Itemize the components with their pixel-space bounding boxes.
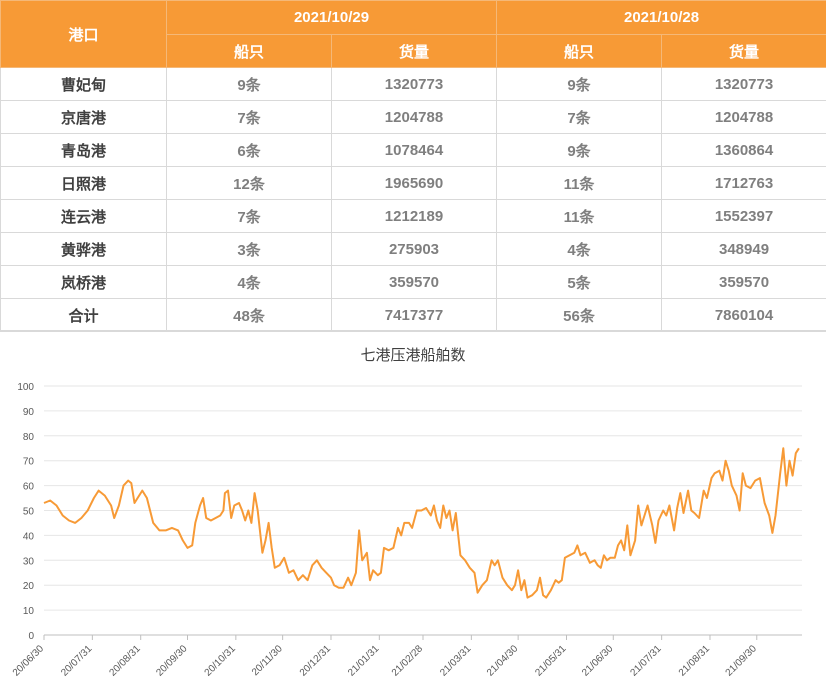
y-tick-label: 40 [23, 531, 35, 542]
ships-header: 船只 [167, 35, 332, 68]
port-header: 港口 [1, 1, 167, 68]
ships-value: 11条 [497, 200, 662, 233]
ships-value: 7条 [497, 101, 662, 134]
x-tick-label: 20/08/31 [108, 643, 144, 679]
y-tick-label: 70 [23, 457, 35, 468]
cargo-header: 货量 [662, 35, 826, 68]
ships-value: 7条 [167, 200, 332, 233]
y-tick-label: 60 [23, 482, 35, 493]
cargo-header: 货量 [332, 35, 497, 68]
x-tick-label: 20/11/30 [250, 643, 285, 678]
y-tick-label: 80 [23, 432, 35, 443]
ships-value: 9条 [167, 68, 332, 101]
series-line [44, 448, 799, 597]
ships-value: 4条 [497, 233, 662, 266]
x-tick-label: 21/07/31 [628, 643, 664, 679]
y-tick-label: 50 [23, 507, 35, 518]
cargo-value: 348949 [662, 233, 826, 266]
y-tick-label: 30 [23, 556, 35, 567]
table-row: 曹妃甸 9条 1320773 9条 1320773 [1, 68, 826, 101]
cargo-value: 1212189 [332, 200, 497, 233]
cargo-value: 1712763 [662, 167, 826, 200]
table-row: 连云港 7条 1212189 11条 1552397 [1, 200, 826, 233]
ships-value: 56条 [497, 299, 662, 332]
ships-value: 4条 [167, 266, 332, 299]
port-name: 连云港 [1, 200, 167, 233]
y-tick-label: 20 [23, 581, 35, 592]
cargo-value: 1204788 [662, 101, 826, 134]
ships-value: 48条 [167, 299, 332, 332]
ships-value: 5条 [497, 266, 662, 299]
table-row: 黄骅港 3条 275903 4条 348949 [1, 233, 826, 266]
port-name: 日照港 [1, 167, 167, 200]
x-tick-label: 21/08/31 [677, 643, 713, 679]
x-tick-label: 21/05/31 [533, 643, 569, 679]
x-tick-label: 21/01/31 [346, 643, 382, 679]
ships-value: 7条 [167, 101, 332, 134]
x-tick-label: 21/09/30 [724, 643, 760, 679]
cargo-value: 1965690 [332, 167, 497, 200]
cargo-value: 1320773 [662, 68, 826, 101]
y-tick-label: 90 [23, 407, 35, 418]
x-tick-label: 20/10/31 [203, 643, 239, 679]
port-name: 黄骅港 [1, 233, 167, 266]
ships-value: 3条 [167, 233, 332, 266]
table-row-total: 合计 48条 7417377 56条 7860104 [1, 299, 826, 332]
cargo-value: 1360864 [662, 134, 826, 167]
port-name: 岚桥港 [1, 266, 167, 299]
ships-header: 船只 [497, 35, 662, 68]
x-tick-label: 21/02/28 [390, 643, 426, 679]
x-tick-label: 20/12/31 [298, 643, 334, 679]
ships-value: 9条 [497, 134, 662, 167]
table-row: 京唐港 7条 1204788 7条 1204788 [1, 101, 826, 134]
ships-value: 6条 [167, 134, 332, 167]
x-axis: 20/06/30 20/07/31 20/08/31 20/09/30 20/10/31… [11, 635, 759, 679]
cargo-value: 7860104 [662, 299, 826, 332]
port-table: 港口 2021/10/29 2021/10/28 船只 货量 船只 货量 曹妃甸… [0, 0, 826, 332]
date-header-1: 2021/10/29 [167, 1, 497, 35]
cargo-value: 1320773 [332, 68, 497, 101]
port-name: 合计 [1, 299, 167, 332]
y-tick-label: 10 [23, 606, 35, 617]
table-row: 青岛港 6条 1078464 9条 1360864 [1, 134, 826, 167]
cargo-value: 1078464 [332, 134, 497, 167]
table-row: 岚桥港 4条 359570 5条 359570 [1, 266, 826, 299]
x-tick-label: 20/06/30 [11, 643, 47, 679]
ships-value: 9条 [497, 68, 662, 101]
x-tick-label: 20/09/30 [154, 643, 190, 679]
x-tick-label: 21/03/31 [438, 643, 474, 679]
y-tick-label: 0 [28, 631, 34, 642]
x-tick-label: 21/06/30 [580, 643, 616, 679]
cargo-value: 1204788 [332, 101, 497, 134]
y-axis: 0 10 20 30 40 50 60 70 80 90 100 [17, 382, 34, 642]
port-name: 京唐港 [1, 101, 167, 134]
port-name: 青岛港 [1, 134, 167, 167]
y-tick-label: 100 [17, 382, 34, 393]
date-header-2: 2021/10/28 [497, 1, 826, 35]
x-tick-label: 20/07/31 [59, 643, 95, 679]
ships-value: 12条 [167, 167, 332, 200]
table-row: 日照港 12条 1965690 11条 1712763 [1, 167, 826, 200]
ships-value: 11条 [497, 167, 662, 200]
cargo-value: 275903 [332, 233, 497, 266]
x-tick-label: 21/04/30 [485, 643, 521, 679]
cargo-value: 1552397 [662, 200, 826, 233]
chart-title: 七港压港船舶数 [360, 347, 465, 364]
cargo-value: 359570 [662, 266, 826, 299]
cargo-value: 359570 [332, 266, 497, 299]
port-name: 曹妃甸 [1, 68, 167, 101]
series [44, 448, 799, 597]
cargo-value: 7417377 [332, 299, 497, 332]
